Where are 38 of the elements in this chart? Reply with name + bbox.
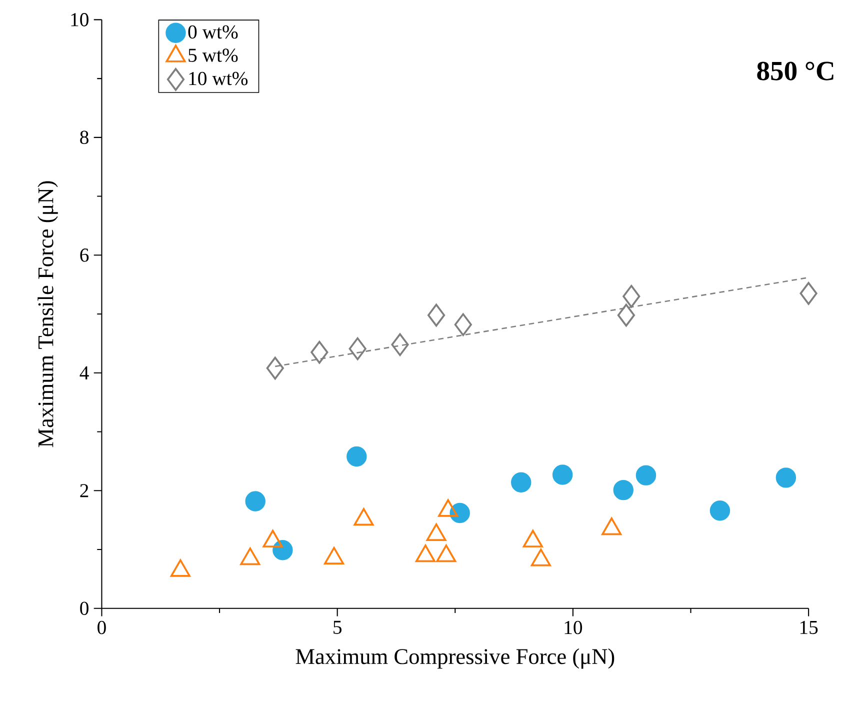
- point: [262, 530, 283, 548]
- legend-label: 5 wt%: [188, 48, 238, 62]
- legend-label: 10 wt%: [189, 72, 248, 86]
- point: [530, 548, 551, 566]
- x-tick-label: 0: [98, 620, 106, 634]
- annotation: 850 °C: [757, 62, 834, 80]
- point: [436, 544, 456, 562]
- point: [522, 530, 543, 548]
- y-tick-label: 4: [80, 366, 89, 380]
- point: [800, 282, 818, 305]
- y-axis-title: Maximum Tensile Force (μN): [38, 181, 58, 448]
- y-tick-label: 0: [80, 602, 88, 616]
- point: [354, 508, 374, 526]
- point: [454, 313, 472, 336]
- y-tick-label: 6: [80, 248, 89, 262]
- y-tick-label: 8: [80, 130, 88, 144]
- point: [426, 523, 446, 541]
- x-tick-label: 10: [564, 620, 582, 634]
- point: [622, 284, 640, 308]
- x-tick-label: 5: [334, 620, 342, 634]
- point: [310, 340, 328, 364]
- y-tick-label: 2: [80, 484, 88, 498]
- y-tick-label: 10: [71, 13, 88, 26]
- x-tick-label: 15: [800, 620, 818, 634]
- point: [391, 333, 409, 356]
- point: [266, 356, 284, 380]
- point: [438, 499, 458, 517]
- point: [170, 559, 190, 577]
- point: [428, 304, 446, 327]
- point: [348, 337, 366, 360]
- point: [346, 446, 367, 467]
- point: [602, 518, 622, 536]
- legend-label: 0 wt%: [188, 25, 238, 39]
- point: [240, 548, 260, 566]
- point: [415, 544, 436, 562]
- x-axis-title: Maximum Compressive Force (μN): [296, 648, 614, 669]
- point: [617, 304, 635, 327]
- point: [324, 546, 344, 565]
